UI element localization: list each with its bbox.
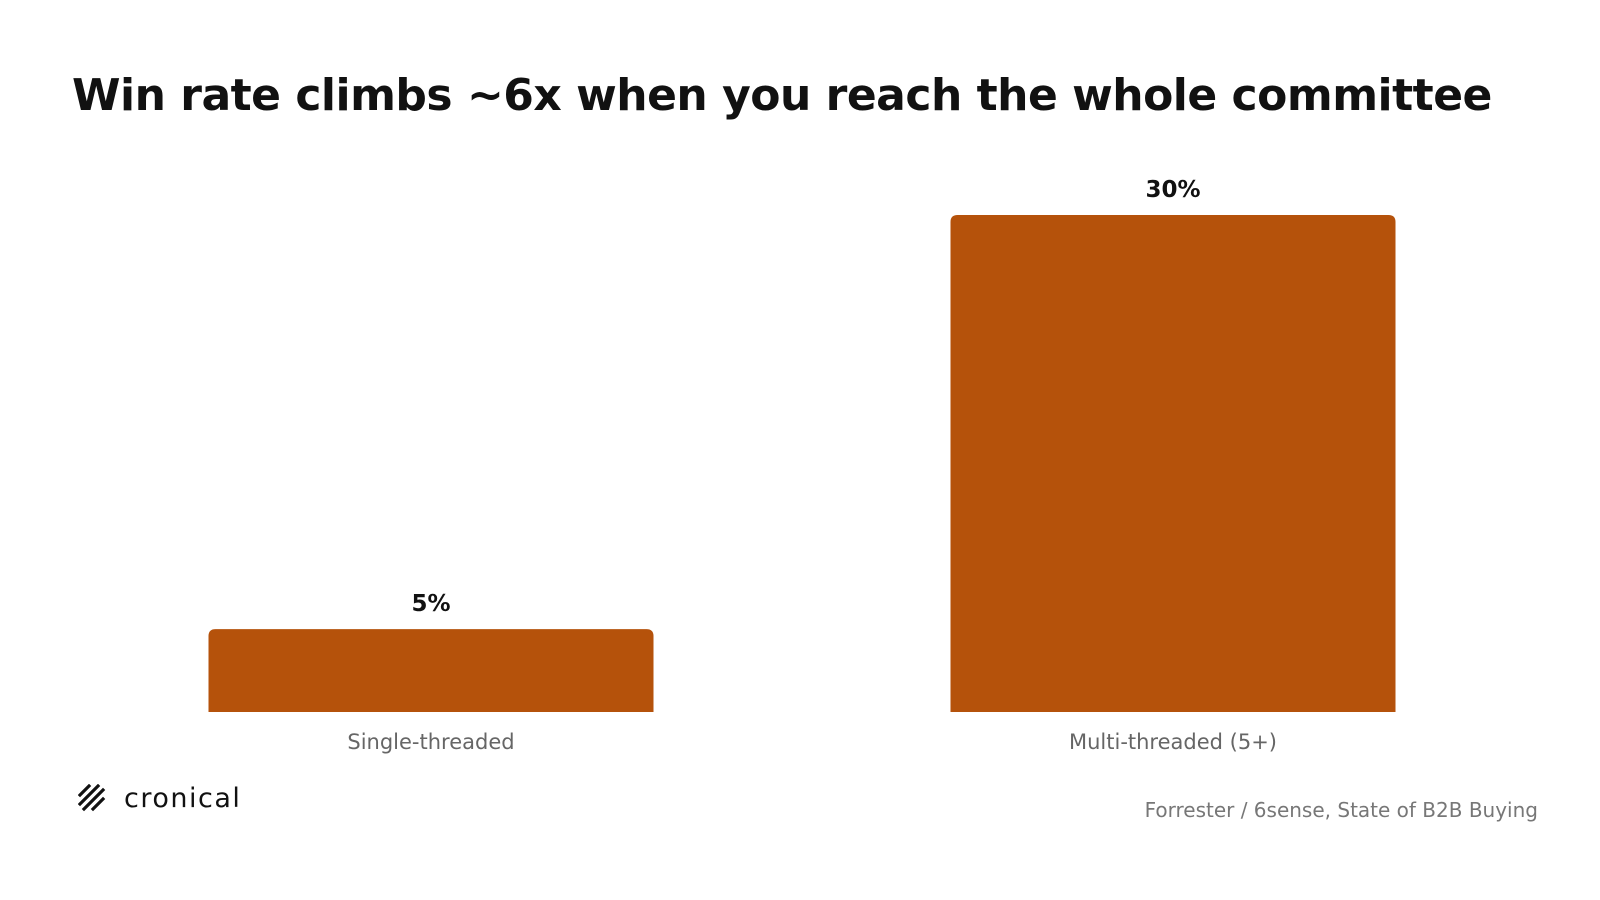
diagonal-stripes-logo-icon [78, 784, 106, 812]
bar-multi-threaded-5 [950, 215, 1396, 712]
category-label-single-threaded: Single-threaded [347, 730, 514, 754]
bar-single-threaded [208, 629, 654, 712]
value-label-multi-threaded-5: 30% [1145, 177, 1200, 203]
category-label-multi-threaded-5: Multi-threaded (5+) [1069, 730, 1277, 754]
brand-logo: cronical [78, 782, 241, 816]
value-label-single-threaded: 5% [411, 591, 450, 617]
source-citation: Forrester / 6sense, State of B2B Buying [1144, 798, 1538, 822]
bar-chart: 5% Single-threaded 30% Multi-threaded (5+) [208, 177, 1396, 754]
page-title: Win rate climbs ~6x when you reach the w… [72, 70, 1492, 121]
brand-name: cronical [124, 783, 242, 814]
